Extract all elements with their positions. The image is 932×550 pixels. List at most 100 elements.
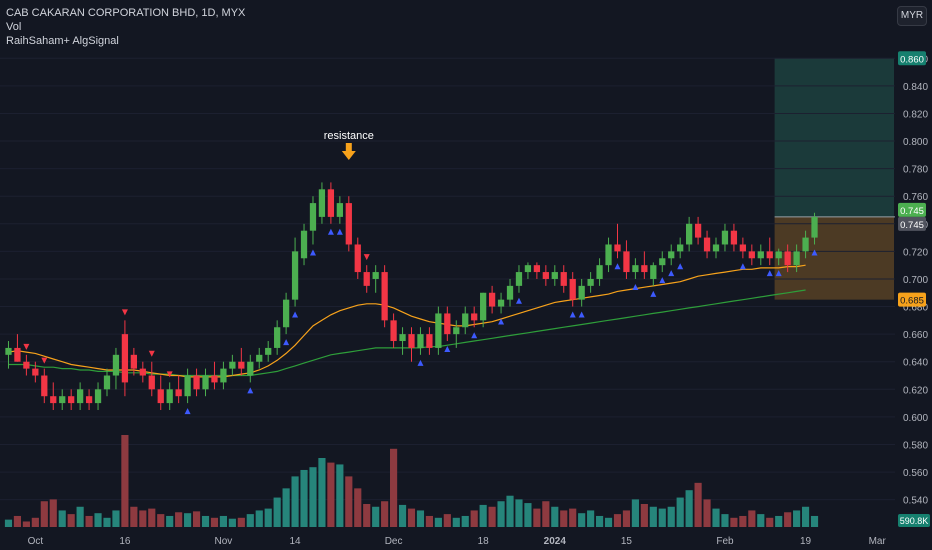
price-axis[interactable]: 0.540 0.560 0.580 0.600 0.620 0.640 0.660 0.680… [895, 0, 932, 550]
candle-body [238, 361, 245, 369]
resistance-arrow-icon [341, 143, 356, 160]
volume-bar [542, 501, 550, 527]
buy-signal-icon [578, 311, 585, 318]
buy-signal-icon [775, 270, 782, 277]
candle-body [175, 389, 182, 397]
volume-bar [210, 517, 219, 527]
volume-bar [282, 488, 290, 527]
volume-bar [694, 482, 702, 527]
candle-body [50, 396, 57, 404]
volume-bar [381, 501, 389, 527]
volume-bar [40, 501, 48, 527]
candle-body [703, 237, 711, 252]
candle-body [41, 375, 48, 397]
volume-bar [775, 515, 783, 527]
price-badge-label: 0.685 [900, 296, 924, 307]
price-badge [898, 216, 926, 231]
target-zone [774, 58, 894, 217]
candle-body [417, 334, 424, 348]
price-tick-label: 0.700 [903, 275, 928, 286]
volume-bar [139, 510, 147, 527]
time-axis[interactable]: Oct 16 Nov 14 Dec 18 2024 15 Feb 19 Mar [28, 536, 887, 547]
candle-body [32, 368, 39, 376]
signal-indicator-label[interactable]: RaihSaham+ AlgSignal [6, 35, 119, 47]
volume-bar [157, 514, 165, 527]
time-tick-label: 18 [478, 536, 490, 547]
signals [23, 228, 818, 415]
currency-button[interactable]: MYR [897, 6, 927, 26]
time-tick-label: 2024 [544, 536, 567, 547]
candle-body [793, 251, 800, 266]
buy-signal-icon [327, 228, 334, 235]
fast-ma-line [8, 264, 806, 378]
price-badge-label: 0.860 [900, 54, 924, 65]
price-tick-label: 0.780 [903, 165, 928, 176]
time-tick-label: 16 [119, 536, 131, 547]
candle-body [480, 292, 487, 321]
volume-bar [103, 517, 111, 527]
buy-signal-icon [811, 249, 818, 256]
candle-body [426, 334, 433, 348]
volume-indicator-label[interactable]: Vol [6, 21, 22, 33]
volume-bar [560, 510, 568, 527]
volume-bar [721, 514, 729, 527]
annotation: resistance [324, 130, 374, 160]
candle-body [659, 258, 666, 266]
buy-signal-icon [283, 339, 290, 346]
price-badge-label: 0.745 [900, 206, 924, 217]
candle-body [730, 230, 738, 245]
candle-body [569, 278, 576, 300]
candle-body [677, 244, 684, 252]
volume-bar [497, 501, 505, 527]
volume-bar [58, 510, 66, 527]
candle-body [605, 244, 612, 266]
candle-body [274, 327, 281, 348]
candle-body [408, 334, 415, 348]
candle-body [345, 203, 352, 245]
candle-body [524, 265, 532, 273]
price-axis-bg [895, 0, 932, 550]
volume-bar [246, 514, 254, 527]
candle-body [291, 251, 299, 300]
buy-signal-icon [471, 332, 478, 339]
candle-body [587, 278, 594, 286]
sell-signal-icon [363, 254, 370, 261]
risk-zone [774, 216, 894, 300]
volume-bar [291, 476, 299, 527]
buy-signal-icon [336, 228, 343, 235]
candle-body [471, 313, 478, 321]
candle-body [336, 203, 343, 217]
candle-body [551, 272, 558, 279]
candle-body [256, 354, 263, 362]
candle-body [247, 361, 254, 376]
volume-bar [67, 514, 75, 527]
volume-bar [345, 476, 353, 527]
volume-bar [784, 512, 792, 527]
volume-bar [703, 499, 711, 527]
candle-body [130, 354, 137, 369]
volume-bar [533, 508, 541, 527]
price-tick-label: 0.760 [903, 192, 928, 203]
candle-body [462, 313, 469, 328]
buy-signal-icon [444, 346, 451, 353]
volume-bar [649, 506, 657, 527]
volume-bar [228, 518, 236, 527]
candle-body [596, 265, 603, 279]
candle-body [157, 389, 164, 404]
candle-body [488, 292, 496, 307]
volume-bar [595, 515, 604, 527]
symbol-title[interactable]: CAB CAKARAN CORPORATION BHD, 1D, MYX [6, 7, 246, 19]
volume-bar [76, 506, 84, 527]
time-tick-label: Feb [716, 536, 734, 547]
candle-body [739, 244, 747, 252]
sell-signal-icon [41, 357, 48, 364]
volume-bar [201, 515, 210, 527]
buy-signal-icon [417, 359, 424, 366]
slow-ma-line [8, 289, 806, 377]
price-tick-label: 0.680 [903, 303, 928, 314]
volume-bar [712, 508, 720, 527]
time-tick-label: Mar [869, 536, 887, 547]
volume-bar [506, 495, 514, 527]
buy-signal-icon [569, 311, 576, 318]
